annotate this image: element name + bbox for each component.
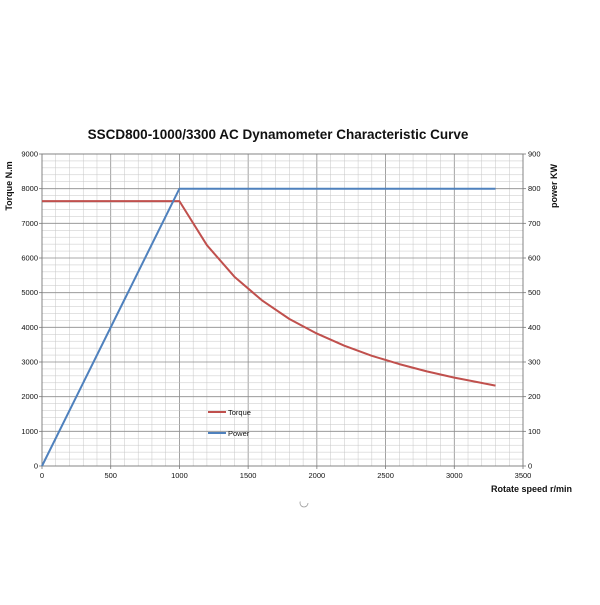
loading-spinner-icon (299, 498, 309, 508)
y-right-tick-label: 100 (528, 427, 541, 436)
x-tick-label: 1000 (171, 471, 188, 480)
axes-layer (41, 153, 524, 467)
y-left-tick-label: 7000 (21, 219, 38, 228)
x-tick-label: 2000 (309, 471, 326, 480)
legend-label-torque: Torque (228, 408, 251, 417)
y-left-tick-label: 0 (34, 462, 38, 471)
y-right-tick-label: 400 (528, 323, 541, 332)
x-tick-label: 3500 (515, 471, 532, 480)
y-left-tick-label: 9000 (21, 150, 38, 159)
y-right-tick-label: 200 (528, 392, 541, 401)
plot-area-frame (41, 153, 524, 467)
y-left-tick-label: 5000 (21, 288, 38, 297)
y-axis-left-label: Torque N.m (4, 161, 14, 210)
y-right-tick-label: 300 (528, 358, 541, 367)
y-right-tick-label: 600 (528, 254, 541, 263)
series-layer (41, 187, 496, 467)
y-left-tick-label: 8000 (21, 184, 38, 193)
x-tick-label: 1500 (240, 471, 257, 480)
y-right-tick-label: 900 (528, 150, 541, 159)
y-left-tick-label: 4000 (21, 323, 38, 332)
y-right-tick-label: 800 (528, 184, 541, 193)
y-axis-right-label: power KW (549, 163, 559, 208)
x-tick-label: 3000 (446, 471, 463, 480)
x-tick-label: 500 (104, 471, 117, 480)
tick-labels: 0 500 1000 1500 2000 2500 3000 3500010002000300… (21, 150, 540, 481)
x-tick-label: 2500 (377, 471, 394, 480)
y-right-tick-label: 700 (528, 219, 541, 228)
legend-label-power: Power (228, 429, 250, 438)
chart-title: SSCD800-1000/3300 AC Dynamometer Charact… (88, 127, 469, 142)
y-left-tick-label: 1000 (21, 427, 38, 436)
y-left-tick-label: 3000 (21, 358, 38, 367)
y-right-tick-label: 500 (528, 288, 541, 297)
y-right-tick-label: 0 (528, 462, 532, 471)
series-line-torque (42, 200, 496, 387)
y-left-tick-label: 6000 (21, 254, 38, 263)
series-line-power (41, 187, 496, 467)
y-left-tick-label: 2000 (21, 392, 38, 401)
legend: Torque Power (208, 408, 251, 438)
x-axis-label: Rotate speed r/min (491, 484, 572, 494)
x-tick-label: 0 (40, 471, 44, 480)
